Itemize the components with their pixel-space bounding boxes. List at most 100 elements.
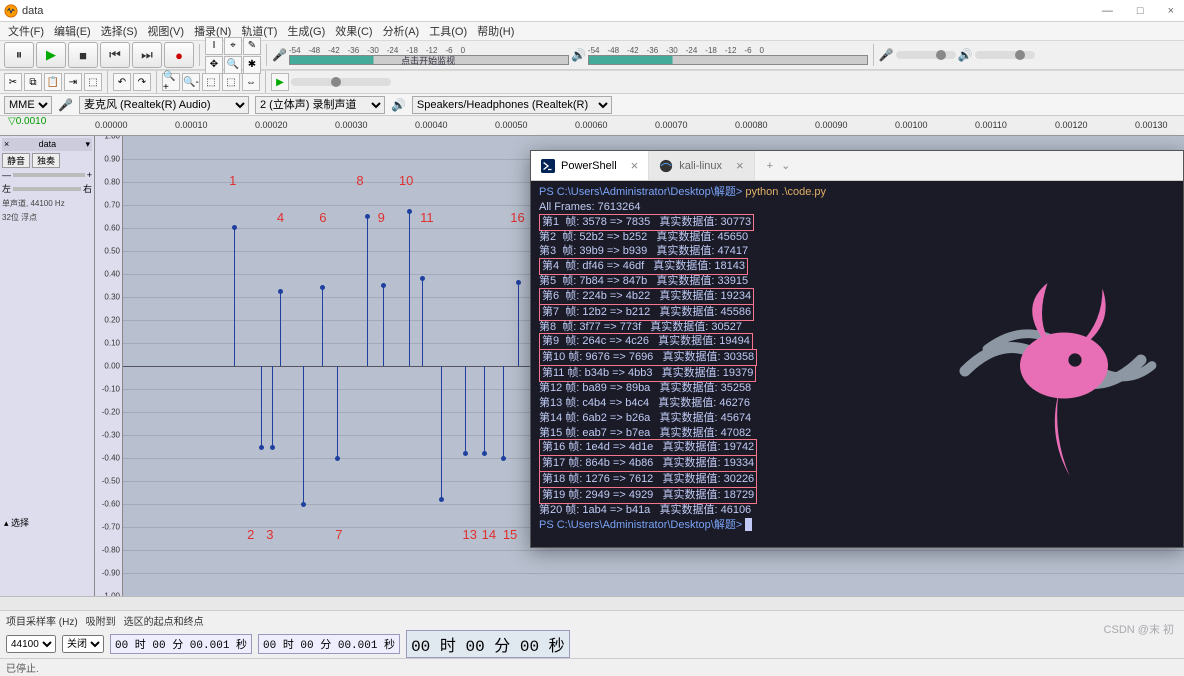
zoom-out-button[interactable]: 🔍-	[182, 73, 200, 91]
frame-label: 4	[277, 210, 284, 225]
skip-end-button[interactable]: ⏭	[132, 42, 162, 68]
terminal-output-line: 第16 帧: 1e4d => 4d1e 真实数据值: 19742	[539, 439, 757, 456]
play-button[interactable]: ▶	[36, 42, 66, 68]
play-at-speed-button[interactable]: ▶	[271, 73, 289, 91]
track-close-button[interactable]: ×	[4, 139, 9, 150]
menu-item[interactable]: 分析(A)	[379, 22, 424, 40]
terminal-output-line: 第15 帧: eab7 => b7ea 真实数据值: 47082	[539, 426, 1175, 441]
ruler-tick: 0.00100	[895, 120, 928, 130]
terminal-output-line: 第3 帧: 39b9 => b939 真实数据值: 47417	[539, 244, 1175, 259]
audio-host-select[interactable]: MME	[4, 96, 52, 114]
tool-button[interactable]: I	[205, 37, 223, 55]
close-button[interactable]: ×	[1162, 5, 1180, 17]
undo-button[interactable]: ↶	[113, 73, 131, 91]
frame-label: 16	[510, 210, 524, 225]
menu-item[interactable]: 视图(V)	[143, 22, 188, 40]
stop-button[interactable]: ■	[68, 42, 98, 68]
tab-close-icon[interactable]: ×	[736, 158, 744, 173]
rec-device-select[interactable]: 麦克风 (Realtek(R) Audio)	[79, 96, 249, 114]
app-icon	[4, 4, 18, 18]
menu-item[interactable]: 工具(O)	[425, 22, 471, 40]
minimize-button[interactable]: —	[1096, 5, 1119, 17]
menu-item[interactable]: 编辑(E)	[50, 22, 95, 40]
menu-item[interactable]: 效果(C)	[331, 22, 376, 40]
ruler-tick: 0.00070	[655, 120, 688, 130]
menu-item[interactable]: 帮助(H)	[473, 22, 518, 40]
zoom-toggle-button[interactable]: ⇔	[242, 73, 260, 91]
edit-tools: I⌖✎ ✥🔍✱	[205, 37, 261, 74]
window-title: data	[22, 5, 1096, 17]
track-format: 32位 浮点	[2, 213, 92, 223]
tool-button[interactable]: ⌖	[224, 37, 242, 55]
speaker-icon: 🔊	[391, 98, 406, 112]
copy-button[interactable]: ⧉	[24, 73, 42, 91]
frame-label: 7	[335, 527, 342, 542]
audio-position[interactable]: 00 时 00 分 00 秒	[406, 630, 570, 658]
track-name[interactable]: data	[39, 139, 57, 150]
h-scrollbar[interactable]	[0, 596, 1184, 610]
channels-select[interactable]: 2 (立体声) 录制声道	[255, 96, 385, 114]
speed-slider[interactable]	[291, 78, 391, 86]
snap-select[interactable]: 关闭	[62, 635, 104, 653]
play-volume-slider[interactable]	[975, 51, 1035, 59]
project-rate-select[interactable]: 44100	[6, 635, 56, 653]
title-bar: data — □ ×	[0, 0, 1184, 22]
pan-slider[interactable]	[13, 187, 81, 191]
terminal-tab-powershell[interactable]: PowerShell×	[531, 151, 649, 180]
solo-button[interactable]: 独奏	[32, 153, 60, 168]
tool-button[interactable]: ✎	[243, 37, 261, 55]
fit-sel-button[interactable]: ⬚	[202, 73, 220, 91]
pause-button[interactable]: ⏸	[4, 42, 34, 68]
tab-menu-button[interactable]: ⌄	[781, 159, 790, 172]
tool-button[interactable]: 🔍	[224, 56, 242, 74]
ruler-tick: 0.00010	[175, 120, 208, 130]
tool-button[interactable]: ✥	[205, 56, 223, 74]
terminal-window[interactable]: PowerShell× kali-linux× + ⌄ PS C:\Users\A…	[530, 150, 1184, 548]
cut-button[interactable]: ✂	[4, 73, 22, 91]
maximize-button[interactable]: □	[1131, 5, 1150, 17]
sel-end-time[interactable]: 00 时 00 分 00.001 秒	[258, 634, 400, 654]
record-button[interactable]: ●	[164, 42, 194, 68]
new-tab-button[interactable]: +	[767, 160, 773, 172]
sel-start-time[interactable]: 00 时 00 分 00.001 秒	[110, 634, 252, 654]
silence-button[interactable]: ⬚	[84, 73, 102, 91]
terminal-body[interactable]: PS C:\Users\Administrator\Desktop\解题> py…	[531, 181, 1183, 547]
waveform-impulse	[409, 212, 410, 366]
mute-button[interactable]: 静音	[2, 153, 30, 168]
play-device-select[interactable]: Speakers/Headphones (Realtek(R)	[412, 96, 612, 114]
mic-icon: 🎤	[58, 98, 73, 112]
tab-close-icon[interactable]: ×	[631, 158, 639, 173]
skip-start-button[interactable]: ⏮	[100, 42, 130, 68]
menu-item[interactable]: 文件(F)	[4, 22, 48, 40]
terminal-tab-kali[interactable]: kali-linux×	[649, 151, 754, 180]
waveform-impulse	[367, 217, 368, 367]
selection-bar: 项目采样率 (Hz) 吸附到 选区的起点和终点	[0, 610, 1184, 630]
waveform-impulse	[441, 366, 442, 499]
fit-proj-button[interactable]: ⬚	[222, 73, 240, 91]
playhead-marker[interactable]: 0.0010	[8, 116, 46, 127]
rec-meter[interactable]: 点击开始监视	[289, 55, 569, 65]
terminal-output-line: 第9 帧: 264c => 4c26 真实数据值: 19494	[539, 333, 753, 350]
zoom-in-button[interactable]: 🔍+	[162, 73, 180, 91]
timeline-ruler[interactable]: 0.0010 0.000000.000100.000200.000300.000…	[0, 116, 1184, 136]
mic-vol-icon: 🎤	[879, 48, 894, 62]
frame-label: 11	[420, 210, 434, 225]
tool-button[interactable]: ✱	[243, 56, 261, 74]
terminal-output-line: 第14 帧: 6ab2 => b26a 真实数据值: 45674	[539, 411, 1175, 426]
gain-slider[interactable]	[13, 173, 85, 177]
paste-button[interactable]: 📋	[44, 73, 62, 91]
menu-item[interactable]: 选择(S)	[97, 22, 142, 40]
play-meter[interactable]	[588, 55, 868, 65]
waveform-impulse	[503, 366, 504, 458]
transport-toolbar: ⏸ ▶ ■ ⏮ ⏭ ● I⌖✎✥🔍✱ 🎤 -54-48-42-36-30-24-…	[0, 40, 1184, 70]
waveform-impulse	[234, 228, 235, 366]
track-menu-button[interactable]: ▾	[85, 139, 90, 150]
rec-volume-slider[interactable]	[896, 51, 956, 59]
menu-item[interactable]: 生成(G)	[283, 22, 329, 40]
terminal-output-line: 第17 帧: 864b => 4b86 真实数据值: 19334	[539, 455, 757, 472]
time-bar: 44100 关闭 00 时 00 分 00.001 秒 00 时 00 分 00…	[0, 630, 1184, 658]
terminal-output-line: 第6 帧: 224b => 4b22 真实数据值: 19234	[539, 288, 754, 305]
collapse-button[interactable]: ▴ 选择	[4, 516, 29, 529]
redo-button[interactable]: ↷	[133, 73, 151, 91]
trim-button[interactable]: ⇥	[64, 73, 82, 91]
